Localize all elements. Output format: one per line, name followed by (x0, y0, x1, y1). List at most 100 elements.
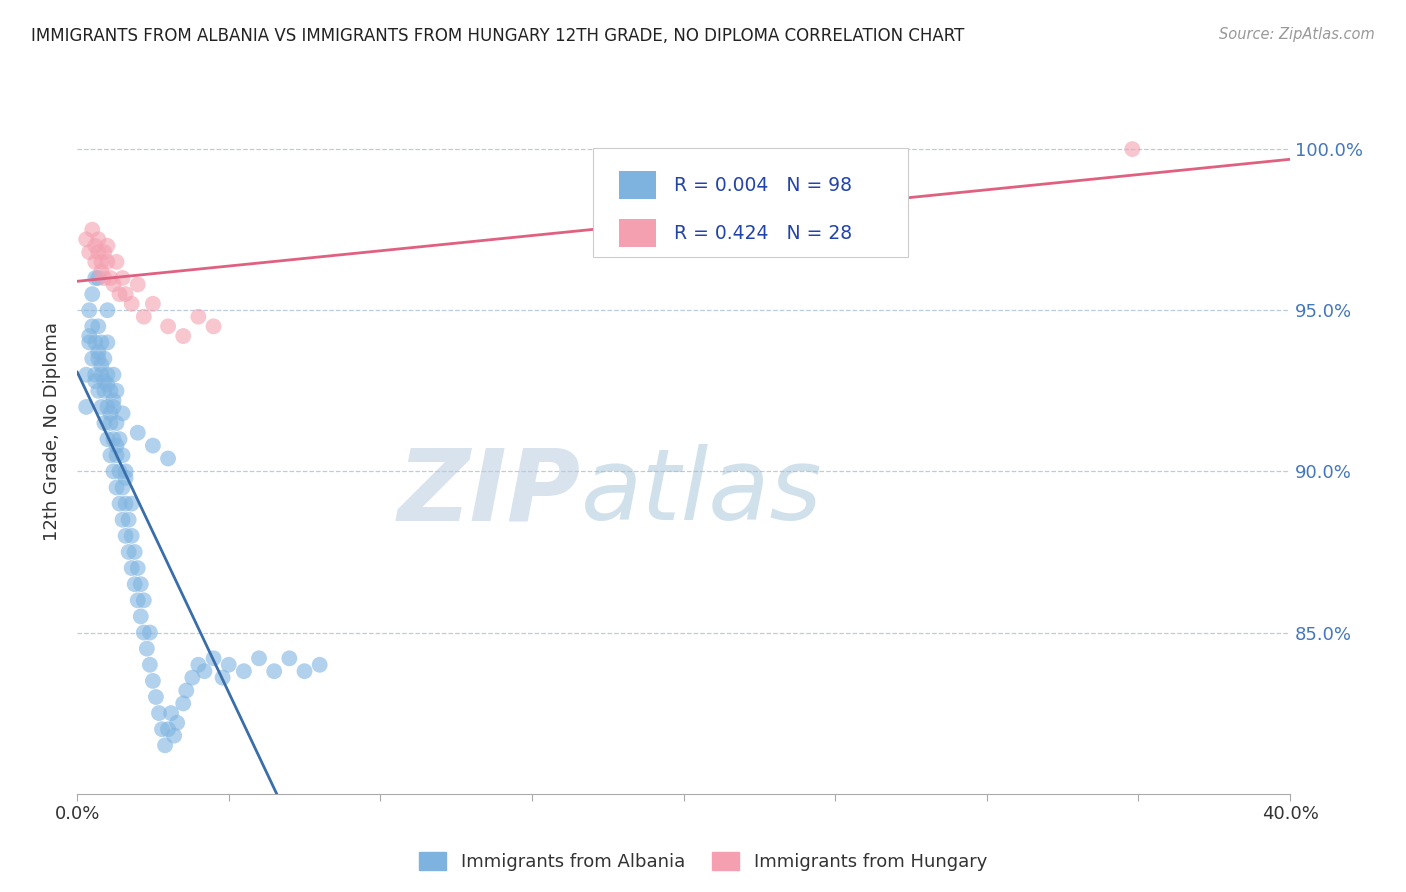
Immigrants from Albania (114, 471, 136, 485)
Immigrants from Albania (96, 377, 118, 392)
Immigrants from Albania (87, 384, 110, 398)
Immigrants from Albania (103, 400, 125, 414)
Immigrants from Albania (77, 335, 100, 350)
Immigrants from Albania (124, 545, 146, 559)
Text: IMMIGRANTS FROM ALBANIA VS IMMIGRANTS FROM HUNGARY 12TH GRADE, NO DIPLOMA CORREL: IMMIGRANTS FROM ALBANIA VS IMMIGRANTS FR… (31, 27, 965, 45)
Immigrants from Hungary (84, 255, 107, 269)
Immigrants from Albania (100, 448, 122, 462)
Immigrants from Albania (127, 561, 149, 575)
Immigrants from Albania (181, 671, 204, 685)
Immigrants from Albania (148, 706, 170, 720)
Immigrants from Hungary (187, 310, 209, 324)
Immigrants from Albania (163, 729, 186, 743)
Immigrants from Albania (157, 451, 180, 466)
Immigrants from Hungary (114, 287, 136, 301)
Immigrants from Albania (166, 715, 188, 730)
Immigrants from Albania (139, 625, 162, 640)
Immigrants from Hungary (96, 255, 118, 269)
Immigrants from Albania (108, 464, 131, 478)
Immigrants from Albania (82, 287, 104, 301)
Immigrants from Albania (135, 641, 157, 656)
Immigrants from Albania (96, 335, 118, 350)
Immigrants from Albania (105, 481, 128, 495)
Immigrants from Albania (75, 400, 97, 414)
Immigrants from Hungary (103, 277, 125, 292)
Immigrants from Hungary (90, 255, 112, 269)
Immigrants from Albania (193, 664, 215, 678)
Immigrants from Albania (172, 697, 194, 711)
Immigrants from Albania (87, 345, 110, 359)
Immigrants from Albania (308, 657, 330, 672)
FancyBboxPatch shape (619, 219, 655, 247)
Text: atlas: atlas (581, 444, 823, 541)
Immigrants from Hungary (77, 245, 100, 260)
Immigrants from Albania (211, 671, 233, 685)
Immigrants from Albania (96, 303, 118, 318)
Immigrants from Hungary (127, 277, 149, 292)
Immigrants from Hungary (157, 319, 180, 334)
Immigrants from Albania (127, 425, 149, 440)
Immigrants from Albania (103, 432, 125, 446)
Immigrants from Hungary (93, 245, 115, 260)
Immigrants from Albania (84, 271, 107, 285)
Immigrants from Hungary (82, 222, 104, 236)
Immigrants from Albania (93, 384, 115, 398)
Immigrants from Albania (129, 577, 152, 591)
Immigrants from Albania (263, 664, 285, 678)
Immigrants from Hungary (87, 245, 110, 260)
Immigrants from Albania (103, 393, 125, 408)
Immigrants from Albania (84, 368, 107, 382)
Immigrants from Albania (153, 739, 176, 753)
Immigrants from Albania (90, 335, 112, 350)
Immigrants from Albania (103, 464, 125, 478)
Immigrants from Hungary (111, 271, 134, 285)
Immigrants from Albania (247, 651, 270, 665)
Text: R = 0.004   N = 98: R = 0.004 N = 98 (673, 176, 852, 194)
Immigrants from Albania (132, 593, 155, 607)
Immigrants from Albania (124, 577, 146, 591)
Immigrants from Albania (93, 351, 115, 366)
Immigrants from Albania (105, 384, 128, 398)
Immigrants from Albania (278, 651, 301, 665)
Immigrants from Albania (121, 561, 143, 575)
Text: R = 0.424   N = 28: R = 0.424 N = 28 (673, 224, 852, 243)
Immigrants from Albania (96, 368, 118, 382)
Immigrants from Albania (145, 690, 167, 704)
Text: Source: ZipAtlas.com: Source: ZipAtlas.com (1219, 27, 1375, 42)
Immigrants from Albania (87, 351, 110, 366)
Immigrants from Albania (114, 464, 136, 478)
Immigrants from Hungary (132, 310, 155, 324)
Immigrants from Albania (75, 368, 97, 382)
Immigrants from Albania (100, 416, 122, 430)
Immigrants from Albania (90, 368, 112, 382)
Immigrants from Hungary (75, 232, 97, 246)
Immigrants from Albania (202, 651, 225, 665)
FancyBboxPatch shape (592, 148, 908, 257)
Immigrants from Albania (93, 416, 115, 430)
Y-axis label: 12th Grade, No Diploma: 12th Grade, No Diploma (44, 322, 60, 541)
Immigrants from Albania (100, 406, 122, 420)
Immigrants from Albania (90, 358, 112, 372)
Immigrants from Hungary (172, 329, 194, 343)
Immigrants from Albania (117, 513, 139, 527)
Immigrants from Albania (103, 368, 125, 382)
Immigrants from Albania (96, 432, 118, 446)
Immigrants from Albania (90, 400, 112, 414)
Immigrants from Albania (117, 545, 139, 559)
Immigrants from Albania (111, 513, 134, 527)
Immigrants from Albania (108, 497, 131, 511)
Immigrants from Hungary (87, 232, 110, 246)
Immigrants from Albania (142, 673, 165, 688)
Immigrants from Albania (142, 439, 165, 453)
Immigrants from Albania (111, 481, 134, 495)
Immigrants from Albania (77, 303, 100, 318)
Immigrants from Hungary (93, 271, 115, 285)
Immigrants from Albania (114, 529, 136, 543)
Immigrants from Albania (187, 657, 209, 672)
Immigrants from Albania (121, 497, 143, 511)
Immigrants from Albania (93, 374, 115, 388)
Immigrants from Albania (121, 529, 143, 543)
Immigrants from Albania (87, 319, 110, 334)
Immigrants from Albania (87, 271, 110, 285)
Immigrants from Albania (82, 319, 104, 334)
